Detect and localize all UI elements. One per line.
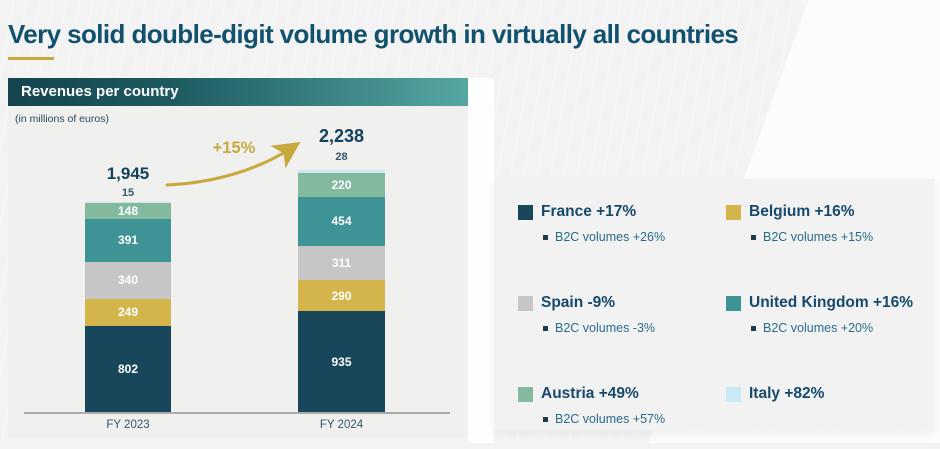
fy2024-stacked-bar: 220 454 311 290 935 bbox=[298, 169, 385, 413]
legend-item-united-kingdom: United Kingdom +16% B2C volumes +20% bbox=[726, 294, 934, 358]
legend-sub-row: B2C volumes +15% bbox=[751, 230, 934, 244]
title-underline-accent bbox=[8, 57, 54, 60]
austria-color-swatch bbox=[518, 386, 533, 402]
bar-segment-austria: 148 bbox=[85, 203, 171, 220]
legend-label: France +17% bbox=[541, 203, 637, 220]
fy2023-stacked-bar: 148 391 340 249 802 bbox=[85, 201, 171, 413]
legend-sub-row: B2C volumes +57% bbox=[543, 412, 726, 426]
united-kingdom-color-swatch bbox=[726, 295, 741, 311]
fy2023-italy-value-label: 15 bbox=[121, 187, 135, 199]
bar-segment-italy bbox=[85, 201, 171, 204]
bar-segment-spain: 340 bbox=[85, 261, 171, 299]
bullet-icon bbox=[543, 325, 548, 331]
chart-units-label: (in millions of euros) bbox=[15, 113, 109, 125]
x-axis-line bbox=[24, 412, 450, 414]
revenues-chart-panel: Revenues per country (in millions of eur… bbox=[8, 78, 468, 437]
legend-label: Spain -9% bbox=[541, 294, 616, 311]
fy2024-italy-value-label: 28 bbox=[335, 151, 348, 163]
bullet-icon bbox=[751, 234, 756, 240]
belgium-color-swatch bbox=[726, 204, 741, 220]
bar-segment-italy bbox=[298, 169, 385, 173]
legend-item-spain: Spain -9% B2C volumes -3% bbox=[518, 294, 726, 358]
chart-panel-header: Revenues per country bbox=[8, 78, 468, 106]
legend-item-france: France +17% B2C volumes +26% bbox=[518, 203, 726, 267]
fy2023-total-label: 1,945 bbox=[106, 164, 150, 183]
fy2024-total-label: 2,238 bbox=[318, 126, 365, 146]
legend-label: Austria +49% bbox=[541, 385, 639, 402]
bar-segment-austria: 220 bbox=[298, 172, 385, 197]
legend-label: Belgium +16% bbox=[749, 203, 855, 220]
france-color-swatch bbox=[518, 204, 533, 220]
legend-subtext: B2C volumes +57% bbox=[555, 412, 666, 426]
legend-subtext: B2C volumes -3% bbox=[555, 321, 656, 335]
legend-label: Italy +82% bbox=[749, 385, 825, 402]
legend-sub-row: B2C volumes +20% bbox=[751, 321, 934, 335]
legend-label: United Kingdom +16% bbox=[749, 294, 914, 311]
panel-gap-background bbox=[468, 78, 494, 443]
bullet-icon bbox=[543, 234, 548, 240]
fy2023-axis-label: FY 2023 bbox=[106, 419, 150, 431]
bullet-icon bbox=[751, 325, 756, 331]
bar-segment-united-kingdom: 391 bbox=[85, 219, 171, 262]
legend-item-italy: Italy +82% bbox=[726, 385, 934, 449]
bar-segment-france: 935 bbox=[298, 311, 385, 413]
italy-color-swatch bbox=[726, 386, 741, 402]
bar-segment-france: 802 bbox=[85, 325, 171, 413]
legend-subtext: B2C volumes +26% bbox=[555, 230, 666, 244]
growth-arrow-icon bbox=[165, 142, 301, 187]
bar-segment-belgium: 249 bbox=[85, 298, 171, 326]
bullet-icon bbox=[543, 416, 548, 422]
legend-subtext: B2C volumes +20% bbox=[763, 321, 874, 335]
fy2024-axis-label: FY 2024 bbox=[319, 419, 364, 431]
legend-subtext: B2C volumes +15% bbox=[763, 230, 874, 244]
legend-sub-row: B2C volumes -3% bbox=[543, 321, 726, 335]
growth-percentage-label: +15% bbox=[212, 139, 256, 157]
legend-sub-row: B2C volumes +26% bbox=[543, 230, 726, 244]
bar-segment-belgium: 290 bbox=[298, 279, 385, 312]
bar-segment-united-kingdom: 454 bbox=[298, 196, 385, 247]
legend-item-austria: Austria +49% B2C volumes +57% bbox=[518, 385, 726, 449]
slide-title: Very solid double-digit volume growth in… bbox=[8, 19, 739, 50]
spain-color-swatch bbox=[518, 295, 533, 311]
legend-item-belgium: Belgium +16% B2C volumes +15% bbox=[726, 203, 934, 267]
bar-segment-spain: 311 bbox=[298, 246, 385, 280]
country-legend-panel: France +17% B2C volumes +26% Belgium +16… bbox=[494, 179, 935, 430]
